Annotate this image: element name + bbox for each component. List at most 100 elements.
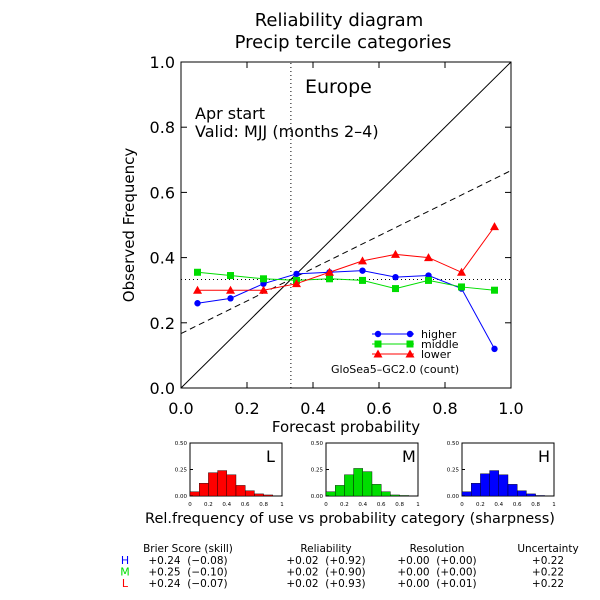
region-label: Europe <box>305 76 372 98</box>
sharpness-panel-label: L <box>266 447 275 466</box>
x-tick-label: 0.0 <box>168 399 193 418</box>
score-cell: +0.22 <box>532 555 564 567</box>
y-tick-label: 0.4 <box>150 249 175 268</box>
sharpness-x-tick-label: 0.6 <box>377 502 386 508</box>
point-middle <box>359 276 366 284</box>
x-tick-label: 0.8 <box>432 399 457 418</box>
sharpness-x-tick-label: 0.6 <box>513 502 522 508</box>
legend-marker-lower <box>373 349 383 358</box>
sharpness-x-tick-label: 0.8 <box>259 502 268 508</box>
score-table: Brier Score (skill) Reliability Resolution… <box>120 543 578 590</box>
sharpness-bar <box>480 473 490 497</box>
sharpness-x-tick-label: 0 <box>324 502 328 508</box>
sharpness-bar <box>390 494 400 497</box>
sharpness-bar <box>244 490 255 497</box>
sharpness-bar <box>254 493 264 497</box>
chart-title: Reliability diagram <box>255 10 424 31</box>
sharpness-bar <box>208 472 218 497</box>
sharpness-bar <box>489 470 500 497</box>
sharpness-x-tick-label: 1 <box>552 502 556 508</box>
sharpness-bar <box>335 485 345 497</box>
y-tick-label: 0.2 <box>150 314 175 333</box>
sharpness-x-tick-label: 0 <box>460 502 464 508</box>
score-cell: +0.22 <box>532 567 564 579</box>
point-lower <box>193 285 202 294</box>
sharpness-panel-label: M <box>402 447 416 466</box>
series-layer <box>193 222 499 353</box>
sharpness-panel-L: 0.00 0.25 0.50 0 0.2 0.4 0.6 0.8 1 L <box>175 441 284 508</box>
point-lower <box>259 285 268 294</box>
sharpness-y-tick-label: 0.25 <box>175 468 188 474</box>
legend-marker-lower <box>405 349 415 358</box>
valid-label: Valid: MJJ (months 2–4) <box>195 122 379 141</box>
point-higher <box>359 267 366 274</box>
legend-marker-middle <box>406 340 414 348</box>
point-middle <box>425 276 432 284</box>
x-tick-label: 0.6 <box>366 399 391 418</box>
sharpness-bar <box>344 474 354 497</box>
y-tick-label: 0.8 <box>150 118 175 137</box>
point-higher <box>392 273 399 281</box>
point-middle <box>458 283 465 291</box>
point-lower <box>391 249 400 258</box>
score-cell: +0.24 (−0.08) <box>148 555 227 567</box>
point-lower <box>424 253 433 262</box>
sharpness-bar <box>498 474 509 497</box>
point-middle <box>194 268 201 276</box>
score-header: Uncertainty <box>517 543 578 555</box>
point-middle <box>491 286 498 294</box>
sharpness-x-tick-label: 0.8 <box>531 502 540 508</box>
sharpness-x-tick-label: 0.2 <box>204 502 213 508</box>
sharpness-x-tick-label: 1 <box>280 502 284 508</box>
sharpness-x-tick-label: 0.6 <box>241 502 250 508</box>
start-label: Apr start <box>195 104 265 123</box>
score-cell: +0.00 (+0.01) <box>397 578 476 590</box>
sharpness-y-tick-label: 0.50 <box>447 441 460 447</box>
sharpness-y-tick-label: 0.50 <box>175 441 188 447</box>
point-higher <box>293 270 300 278</box>
legend-marker-higher <box>406 330 414 338</box>
legend-marker-higher <box>374 330 382 338</box>
score-cell: +0.00 (+0.00) <box>397 567 476 579</box>
sharpness-caption: Rel.frequency of use vs probability cate… <box>145 511 555 527</box>
score-row-label: M <box>120 566 130 579</box>
sharpness-bar <box>535 495 545 497</box>
x-axis: 0.0 0.2 0.4 0.6 0.8 1.0 <box>168 62 524 418</box>
sharpness-x-tick-label: 0.2 <box>340 502 349 508</box>
score-row-label: H <box>121 554 129 567</box>
sharpness-bar <box>353 468 364 497</box>
model-label: GloSea5–GC2.0 (count) <box>331 363 459 376</box>
sharpness-y-tick-label: 0.25 <box>447 468 460 474</box>
sharpness-bar <box>325 491 336 497</box>
sharpness-bar <box>381 491 391 497</box>
sharpness-bar <box>507 484 518 497</box>
x-axis-label: Forecast probability <box>272 418 420 436</box>
score-header: Reliability <box>300 543 351 555</box>
sharpness-bar <box>371 484 382 497</box>
point-lower <box>325 267 334 276</box>
sharpness-panel-H: 0.00 0.25 0.50 0 0.2 0.4 0.6 0.8 1 H <box>447 441 556 508</box>
score-cell: +0.25 (−0.10) <box>148 567 227 579</box>
sharpness-bar <box>461 491 472 497</box>
sharpness-bar <box>517 490 527 497</box>
sharpness-panel-label: H <box>538 447 550 466</box>
sharpness-bar <box>362 471 373 497</box>
sharpness-bar <box>399 495 410 497</box>
y-tick-label: 0.6 <box>150 183 175 202</box>
sharpness-x-tick-label: 0.4 <box>222 502 231 508</box>
y-axis: 0.0 0.2 0.4 0.6 0.8 1.0 <box>150 53 511 398</box>
sharpness-x-tick-label: 0.8 <box>395 502 404 508</box>
no-skill-line <box>180 170 512 335</box>
point-lower <box>226 285 235 294</box>
point-higher <box>491 345 498 353</box>
sharpness-bar <box>226 474 237 497</box>
score-cell: +0.02 (+0.90) <box>286 567 365 579</box>
sharpness-bar <box>198 483 209 497</box>
score-cell: +0.02 (+0.92) <box>286 555 365 567</box>
sharpness-panel-M: 0.00 0.25 0.50 0 0.2 0.4 0.6 0.8 1 M <box>311 441 420 508</box>
y-axis-label: Observed Frequency <box>120 148 138 303</box>
point-lower <box>457 267 466 276</box>
sharpness-bar <box>263 494 274 497</box>
sharpness-y-tick-label: 0.00 <box>447 494 460 500</box>
